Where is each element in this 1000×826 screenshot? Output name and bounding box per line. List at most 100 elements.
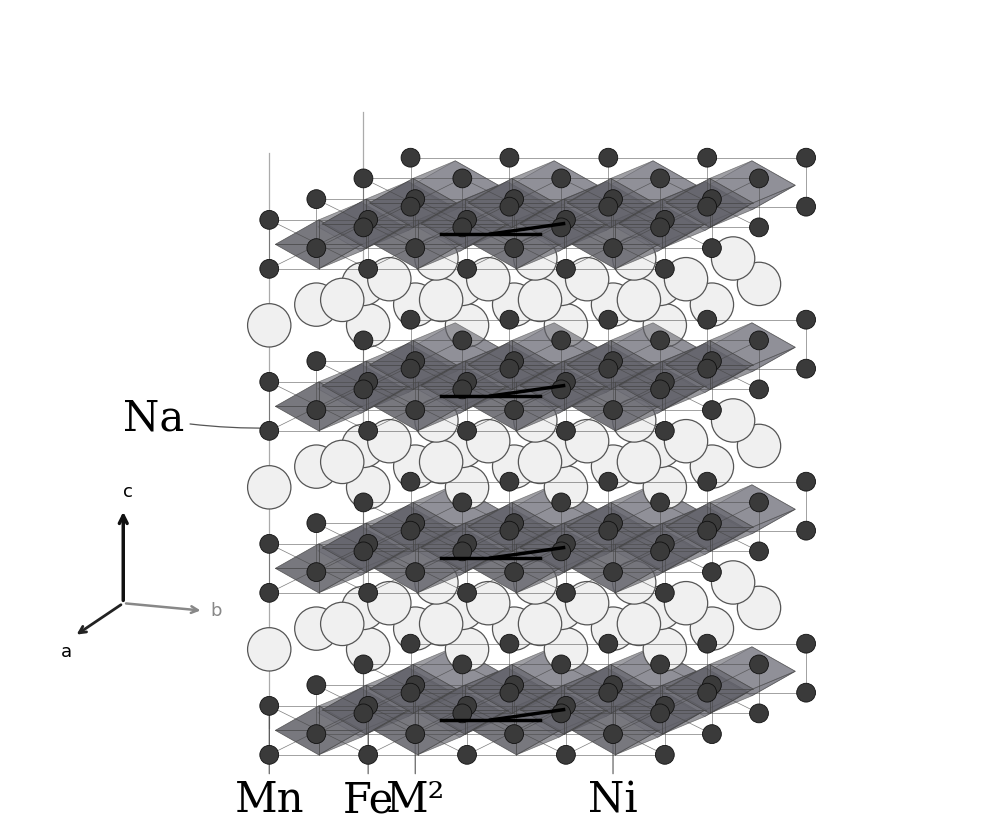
- Circle shape: [690, 607, 734, 650]
- Circle shape: [453, 542, 472, 561]
- Polygon shape: [662, 692, 748, 734]
- Polygon shape: [710, 672, 795, 714]
- Polygon shape: [614, 526, 701, 575]
- Polygon shape: [710, 485, 795, 527]
- Circle shape: [750, 331, 768, 350]
- Polygon shape: [610, 485, 696, 534]
- Circle shape: [698, 472, 717, 491]
- Circle shape: [307, 514, 326, 533]
- Polygon shape: [464, 506, 550, 554]
- Circle shape: [540, 586, 583, 629]
- Circle shape: [651, 493, 670, 512]
- Circle shape: [750, 493, 768, 512]
- Circle shape: [565, 582, 609, 624]
- Circle shape: [797, 521, 816, 540]
- Polygon shape: [662, 506, 748, 554]
- Polygon shape: [275, 382, 362, 431]
- Circle shape: [737, 425, 781, 468]
- Circle shape: [557, 259, 575, 278]
- Circle shape: [500, 197, 519, 216]
- Polygon shape: [465, 667, 550, 710]
- Text: c: c: [123, 483, 133, 501]
- Circle shape: [557, 421, 575, 440]
- Polygon shape: [370, 502, 456, 552]
- Polygon shape: [516, 551, 602, 593]
- Circle shape: [690, 445, 734, 488]
- Circle shape: [354, 380, 373, 399]
- Circle shape: [702, 676, 721, 695]
- Circle shape: [394, 607, 437, 650]
- Polygon shape: [564, 692, 649, 734]
- Polygon shape: [418, 364, 503, 406]
- Polygon shape: [666, 178, 753, 227]
- Circle shape: [599, 634, 618, 653]
- Circle shape: [797, 683, 816, 702]
- Polygon shape: [572, 706, 659, 755]
- Circle shape: [295, 607, 338, 650]
- Circle shape: [321, 440, 364, 483]
- Circle shape: [346, 304, 390, 347]
- Polygon shape: [366, 182, 451, 224]
- Polygon shape: [516, 688, 602, 730]
- Polygon shape: [511, 485, 597, 534]
- Circle shape: [651, 218, 670, 237]
- Circle shape: [248, 628, 291, 671]
- Polygon shape: [319, 389, 404, 431]
- Polygon shape: [374, 220, 461, 268]
- Polygon shape: [572, 382, 659, 431]
- Circle shape: [698, 197, 717, 216]
- Polygon shape: [666, 340, 753, 389]
- Polygon shape: [366, 530, 451, 572]
- Polygon shape: [564, 530, 649, 572]
- Polygon shape: [709, 161, 795, 210]
- Circle shape: [441, 425, 484, 468]
- Circle shape: [552, 655, 571, 674]
- Circle shape: [655, 534, 674, 553]
- Polygon shape: [319, 526, 404, 568]
- Circle shape: [492, 607, 536, 650]
- Polygon shape: [619, 685, 706, 734]
- Polygon shape: [666, 502, 753, 552]
- Circle shape: [354, 542, 373, 561]
- Circle shape: [797, 634, 816, 653]
- Circle shape: [453, 218, 472, 237]
- Circle shape: [643, 466, 686, 509]
- Circle shape: [565, 258, 609, 301]
- Circle shape: [540, 262, 583, 306]
- Circle shape: [737, 586, 781, 629]
- Circle shape: [737, 262, 781, 306]
- Circle shape: [599, 683, 618, 702]
- Circle shape: [505, 514, 524, 533]
- Circle shape: [698, 149, 717, 167]
- Polygon shape: [611, 347, 696, 389]
- Circle shape: [604, 190, 622, 208]
- Circle shape: [500, 634, 519, 653]
- Polygon shape: [465, 692, 550, 734]
- Circle shape: [599, 149, 618, 167]
- Polygon shape: [421, 523, 508, 572]
- Circle shape: [505, 352, 524, 371]
- Circle shape: [467, 420, 510, 463]
- Polygon shape: [662, 344, 748, 386]
- Circle shape: [655, 583, 674, 602]
- Circle shape: [458, 745, 476, 764]
- Polygon shape: [465, 182, 550, 224]
- Circle shape: [655, 696, 674, 715]
- Polygon shape: [512, 185, 597, 227]
- Polygon shape: [412, 323, 499, 372]
- Polygon shape: [366, 344, 451, 386]
- Polygon shape: [318, 688, 404, 738]
- Circle shape: [401, 311, 420, 329]
- Polygon shape: [468, 340, 555, 389]
- Circle shape: [797, 197, 816, 216]
- Polygon shape: [615, 226, 701, 268]
- Circle shape: [591, 445, 635, 488]
- Polygon shape: [567, 502, 654, 552]
- Circle shape: [307, 563, 326, 582]
- Circle shape: [441, 586, 484, 629]
- Polygon shape: [563, 506, 649, 554]
- Polygon shape: [511, 647, 597, 695]
- Polygon shape: [318, 526, 404, 575]
- Circle shape: [406, 239, 425, 258]
- Circle shape: [401, 197, 420, 216]
